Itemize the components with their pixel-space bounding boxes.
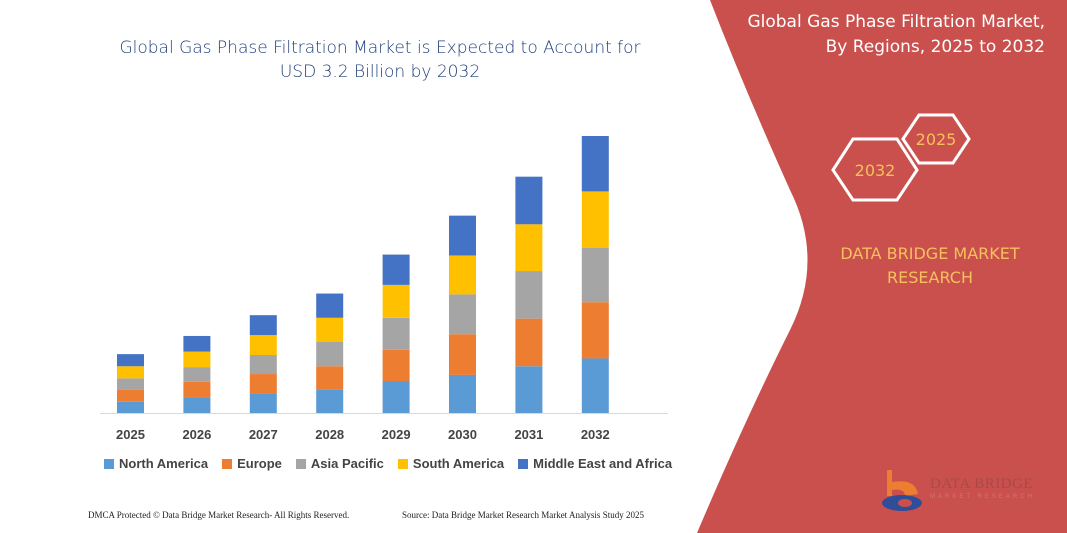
- bar-segment-2026-2: [183, 367, 211, 382]
- bar-segment-2027-0: [249, 393, 277, 413]
- chart-title-line2: USD 3.2 Billion by 2032: [279, 62, 481, 82]
- bar-segment-2030-3: [449, 255, 476, 295]
- legend-item: Middle East and Africa: [518, 456, 672, 471]
- hex-2025-label: 2025: [916, 130, 957, 149]
- bar-segment-2028-0: [316, 389, 344, 413]
- bar-segment-2030-4: [449, 215, 476, 256]
- hexagon-2025: 2025: [901, 113, 971, 165]
- x-tick-label: 2025: [116, 427, 145, 442]
- x-tick-label: 2026: [182, 427, 211, 442]
- legend-item: Asia Pacific: [295, 456, 384, 471]
- bar-segment-2030-0: [449, 374, 476, 413]
- hexagon-2032: 2032: [831, 137, 919, 202]
- bar-segment-2029-4: [382, 254, 410, 285]
- side-title-line1: Global Gas Phase Filtration Market,: [747, 12, 1045, 32]
- x-tick-label: 2032: [581, 427, 610, 442]
- bar-segment-2031-0: [515, 366, 543, 413]
- bar-segment-2026-0: [183, 397, 211, 413]
- logo-subtext: MARKET RESEARCH: [930, 494, 1035, 500]
- bar-segment-2027-2: [249, 355, 277, 375]
- chart-title-line1: Global Gas Phase Filtration Market is Ex…: [119, 38, 641, 58]
- bar-segment-2029-2: [382, 317, 410, 350]
- legend-label: Europe: [237, 456, 282, 471]
- bar-segment-2028-4: [316, 293, 344, 318]
- bar-segment-2026-3: [183, 351, 211, 368]
- bar-segment-2025-3: [117, 366, 144, 379]
- x-tick-label: 2031: [514, 427, 543, 442]
- side-title-line2: By Regions, 2025 to 2032: [825, 37, 1045, 57]
- legend-swatch: [518, 458, 529, 469]
- legend-swatch: [397, 458, 408, 469]
- bar-group: [117, 136, 609, 413]
- footer-source: Source: Data Bridge Market Research Mark…: [402, 510, 644, 520]
- bar-segment-2032-1: [581, 302, 609, 359]
- bar-segment-2029-0: [382, 380, 410, 413]
- legend-item: South America: [397, 456, 505, 471]
- logo-icon: [882, 470, 922, 511]
- bar-segment-2026-4: [183, 335, 211, 352]
- x-tick-label: 2028: [315, 427, 344, 442]
- logo-text: DATA BRIDGE: [930, 476, 1034, 492]
- red-panel-shape: [697, 0, 1067, 533]
- bar-segment-2030-1: [449, 334, 476, 375]
- chart-title: Global Gas Phase Filtration Market is Ex…: [90, 36, 670, 84]
- brand-name: DATA BRIDGE MARKET RESEARCH: [800, 242, 1060, 290]
- brand-line2: RESEARCH: [887, 268, 973, 287]
- legend-item: Europe: [222, 456, 282, 471]
- bar-segment-2025-4: [117, 354, 144, 367]
- bar-segment-2032-3: [581, 191, 609, 248]
- bar-segment-2030-2: [449, 294, 476, 335]
- legend-swatch: [295, 458, 306, 469]
- bar-segment-2026-1: [183, 381, 211, 398]
- bar-segment-2025-0: [117, 401, 144, 413]
- legend-item: North America: [104, 456, 208, 471]
- bar-segment-2028-2: [316, 342, 344, 367]
- legend-label: South America: [412, 456, 505, 471]
- footer-copyright: DMCA Protected © Data Bridge Market Rese…: [88, 510, 350, 520]
- bar-segment-2032-2: [581, 247, 609, 303]
- bar-segment-2029-1: [382, 349, 410, 381]
- bar-segment-2032-0: [581, 358, 609, 413]
- bar-segment-2031-3: [515, 224, 543, 272]
- bar-segment-2031-1: [515, 318, 543, 367]
- legend-label: Asia Pacific: [310, 456, 384, 471]
- legend-label: Middle East and Africa: [533, 456, 673, 471]
- side-panel-title: Global Gas Phase Filtration Market, By R…: [705, 10, 1045, 60]
- bar-segment-2029-3: [382, 284, 410, 318]
- x-tick-label: 2030: [448, 427, 477, 442]
- chart-legend: North America Europe Asia Pacific South Ame…: [104, 456, 672, 471]
- bar-segment-2031-4: [515, 176, 543, 225]
- bar-segment-2027-1: [249, 374, 277, 394]
- bar-segment-2027-4: [249, 315, 277, 336]
- bar-segment-2028-1: [316, 366, 344, 390]
- legend-swatch: [104, 458, 114, 469]
- bar-segment-2025-2: [117, 378, 144, 390]
- x-tick-labels: 2025 2026 2027 2028 2029 2030 2031 2032: [116, 427, 610, 442]
- hex-2032-label: 2032: [855, 161, 896, 180]
- legend-label: North America: [119, 456, 209, 471]
- legend-swatch: [222, 458, 233, 469]
- bar-segment-2032-4: [581, 136, 609, 192]
- bar-segment-2025-1: [117, 389, 144, 402]
- bar-segment-2028-3: [316, 317, 344, 343]
- x-tick-label: 2029: [382, 427, 411, 442]
- bar-segment-2027-3: [249, 335, 277, 356]
- x-tick-label: 2027: [249, 427, 278, 442]
- bar-segment-2031-2: [515, 271, 543, 319]
- brand-line1: DATA BRIDGE MARKET: [840, 244, 1020, 263]
